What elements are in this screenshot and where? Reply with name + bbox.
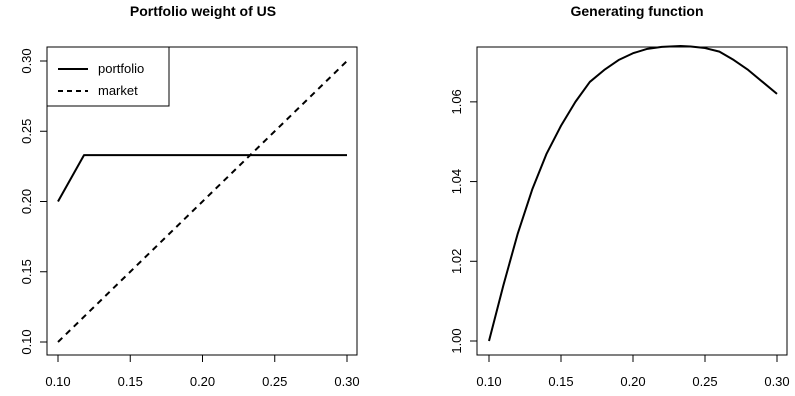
series-layer bbox=[488, 45, 778, 342]
y-tick-label: 1.06 bbox=[449, 89, 464, 114]
x-tick-label: 0.30 bbox=[334, 374, 359, 389]
y-tick-label: 1.00 bbox=[449, 328, 464, 353]
legend-label-market: market bbox=[98, 83, 138, 98]
legend-box bbox=[46, 46, 170, 107]
legend: portfolio market bbox=[46, 46, 170, 107]
x-tick-label: 0.10 bbox=[45, 374, 70, 389]
series-line-market bbox=[57, 60, 348, 343]
y-tick-label: 0.10 bbox=[19, 329, 34, 354]
x-tick-label: 0.15 bbox=[548, 374, 573, 389]
x-tick-label: 0.15 bbox=[118, 374, 143, 389]
x-tick-label: 0.25 bbox=[262, 374, 287, 389]
series-line-series-0 bbox=[488, 45, 778, 342]
y-tick-label: 0.15 bbox=[19, 259, 34, 284]
generating-function-chart: Generating function 0.10 0.15 0.20 0.25 0.30… bbox=[449, 3, 790, 389]
chart-title: Generating function bbox=[571, 3, 704, 19]
y-axis: 0.10 0.15 0.20 0.25 0.30 bbox=[19, 48, 47, 355]
y-axis: 1.00 1.02 1.04 1.06 bbox=[449, 89, 477, 354]
plot-frame bbox=[476, 46, 788, 356]
y-tick-label: 0.25 bbox=[19, 119, 34, 144]
x-tick-label: 0.20 bbox=[190, 374, 215, 389]
y-tick-label: 1.04 bbox=[449, 169, 464, 194]
legend-label-portfolio: portfolio bbox=[98, 61, 144, 76]
x-axis: 0.10 0.15 0.20 0.25 0.30 bbox=[476, 355, 790, 389]
x-axis: 0.10 0.15 0.20 0.25 0.30 bbox=[45, 355, 360, 389]
y-tick-label: 0.20 bbox=[19, 189, 34, 214]
x-tick-label: 0.30 bbox=[764, 374, 789, 389]
chart-title: Portfolio weight of US bbox=[130, 3, 276, 19]
portfolio-weight-chart: Portfolio weight of US 0.10 0.15 0.20 0.25 0… bbox=[19, 3, 360, 389]
x-tick-label: 0.20 bbox=[620, 374, 645, 389]
y-tick-label: 0.30 bbox=[19, 48, 34, 73]
series-line-portfolio bbox=[57, 154, 347, 202]
y-tick-label: 1.02 bbox=[449, 249, 464, 274]
x-tick-label: 0.10 bbox=[476, 374, 501, 389]
x-tick-label: 0.25 bbox=[692, 374, 717, 389]
series-layer bbox=[57, 60, 348, 343]
